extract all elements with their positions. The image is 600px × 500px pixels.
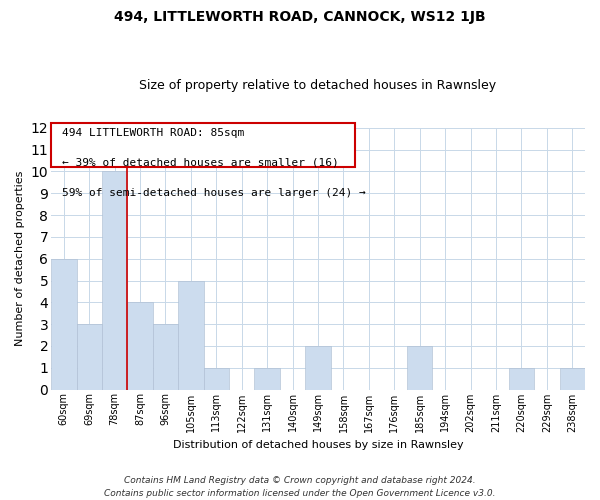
X-axis label: Distribution of detached houses by size in Rawnsley: Distribution of detached houses by size … [173,440,463,450]
Title: Size of property relative to detached houses in Rawnsley: Size of property relative to detached ho… [139,79,497,92]
Bar [305,346,331,390]
Bar [560,368,585,390]
Bar [509,368,534,390]
Y-axis label: Number of detached properties: Number of detached properties [15,171,25,346]
Text: 494, LITTLEWORTH ROAD, CANNOCK, WS12 1JB: 494, LITTLEWORTH ROAD, CANNOCK, WS12 1JB [114,10,486,24]
Bar [51,258,77,390]
Text: Contains HM Land Registry data © Crown copyright and database right 2024.
Contai: Contains HM Land Registry data © Crown c… [104,476,496,498]
Text: ← 39% of detached houses are smaller (16): ← 39% of detached houses are smaller (16… [62,158,338,168]
FancyBboxPatch shape [51,122,355,167]
Bar [203,368,229,390]
Bar [407,346,433,390]
Bar [178,280,203,390]
Bar [127,302,153,390]
Text: 494 LITTLEWORTH ROAD: 85sqm: 494 LITTLEWORTH ROAD: 85sqm [62,128,244,138]
Bar [77,324,102,390]
Text: 59% of semi-detached houses are larger (24) →: 59% of semi-detached houses are larger (… [62,188,365,198]
Bar [102,172,127,390]
Bar [153,324,178,390]
Bar [254,368,280,390]
